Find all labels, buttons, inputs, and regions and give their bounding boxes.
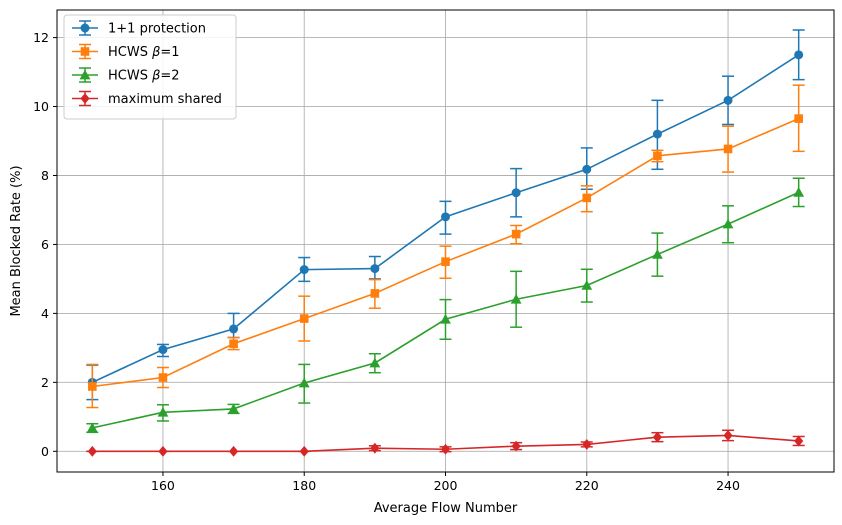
y-tick-label: 6: [41, 237, 49, 252]
data-point-hcws-2: [298, 377, 310, 388]
data-point-maximum-shared: [652, 431, 662, 443]
data-point-1-1-protection: [299, 265, 309, 275]
data-point-hcws-2: [440, 313, 451, 324]
data-point-maximum-shared: [511, 440, 521, 452]
legend-marker-maximum-shared: [80, 93, 90, 104]
data-point-1-1-protection: [511, 188, 521, 198]
data-point-hcws-1: [511, 229, 521, 239]
legend-entry-hcws-1: HCWS β=1: [72, 43, 180, 60]
series-hcws-2: [86, 177, 805, 434]
legend-box: [63, 14, 237, 120]
data-point-hcws-1: [441, 257, 450, 266]
data-point-hcws-1: [582, 193, 592, 203]
data-point-1-1-protection: [229, 324, 239, 334]
data-point-1-1-protection: [158, 345, 168, 355]
data-point-hcws-1: [299, 314, 309, 323]
series-hcws-1: [86, 84, 805, 409]
legend-entries: 1+1 protection HCWS β=1 HCWS β=2 maximum sh…: [72, 20, 222, 107]
data-point-maximum-shared: [794, 435, 804, 447]
data-point-1-1-protection: [370, 264, 380, 274]
x-tick-label: 160: [151, 478, 175, 493]
y-tick-label: 2: [41, 375, 49, 390]
data-point-hcws-1: [723, 144, 733, 154]
data-point-hcws-1: [370, 289, 380, 298]
data-point-maximum-shared: [440, 443, 451, 455]
data-point-maximum-shared: [370, 442, 380, 454]
data-point-hcws-2: [369, 357, 381, 368]
data-point-1-1-protection: [652, 129, 662, 139]
legend-label: HCWS β=2: [108, 69, 180, 84]
data-point-hcws-2: [793, 186, 805, 197]
data-point-1-1-protection: [582, 164, 592, 174]
data-point-maximum-shared: [87, 445, 97, 457]
data-point-hcws-1: [794, 114, 803, 123]
data-point-hcws-1: [158, 373, 168, 382]
legend-marker-hcws-1: [80, 47, 90, 56]
data-point-hcws-2: [510, 293, 522, 304]
x-tick-label: 220: [575, 478, 599, 493]
y-tick-label: 0: [41, 444, 49, 459]
legend-entry-hcws-2: HCWS β=2: [72, 67, 180, 84]
y-tick-label: 12: [33, 30, 49, 45]
y-tick-label: 4: [41, 306, 49, 321]
x-tick-label: 200: [434, 478, 458, 493]
data-point-hcws-1: [653, 151, 662, 161]
data-point-hcws-2: [157, 406, 169, 417]
grid: [57, 10, 834, 472]
legend-label: HCWS β=1: [108, 45, 180, 60]
legend-label: maximum shared: [108, 92, 222, 107]
data-point-hcws-2: [722, 218, 734, 229]
data-point-1-1-protection: [723, 95, 733, 105]
x-axis-label: Average Flow Number: [374, 501, 518, 516]
legend-label: 1+1 protection: [108, 22, 206, 37]
axis-ticks: 160 180 200 220 240 0 2 4 6 8 10 12: [33, 30, 740, 493]
legend-entry-1-1-protection: 1+1 protection: [72, 20, 206, 37]
data-point-maximum-shared: [229, 445, 239, 457]
series-layer: [86, 29, 805, 457]
x-tick-label: 180: [292, 478, 316, 493]
x-tick-label: 240: [716, 478, 740, 493]
data-point-hcws-2: [86, 422, 98, 433]
series-maximum-shared: [86, 429, 805, 457]
legend-marker-1-1-protection: [80, 23, 90, 33]
data-point-maximum-shared: [299, 445, 309, 457]
data-point-hcws-1: [88, 382, 97, 391]
data-point-maximum-shared: [723, 430, 733, 441]
data-point-hcws-1: [229, 339, 238, 349]
legend-marker-hcws-2: [79, 69, 91, 80]
data-point-1-1-protection: [794, 50, 804, 60]
data-point-1-1-protection: [441, 212, 450, 222]
data-point-hcws-2: [652, 249, 663, 259]
legend-entry-maximum-shared: maximum shared: [72, 90, 222, 107]
data-point-hcws-2: [228, 403, 239, 414]
y-axis-label: Mean Blocked Rate (%): [9, 165, 24, 316]
y-tick-label: 8: [41, 168, 49, 183]
data-point-maximum-shared: [158, 445, 168, 457]
y-tick-label: 10: [33, 99, 49, 114]
data-point-hcws-2: [581, 280, 593, 290]
data-point-maximum-shared: [582, 439, 592, 450]
legend: 1+1 protection HCWS β=1 HCWS β=2 maximum sh…: [63, 14, 237, 120]
